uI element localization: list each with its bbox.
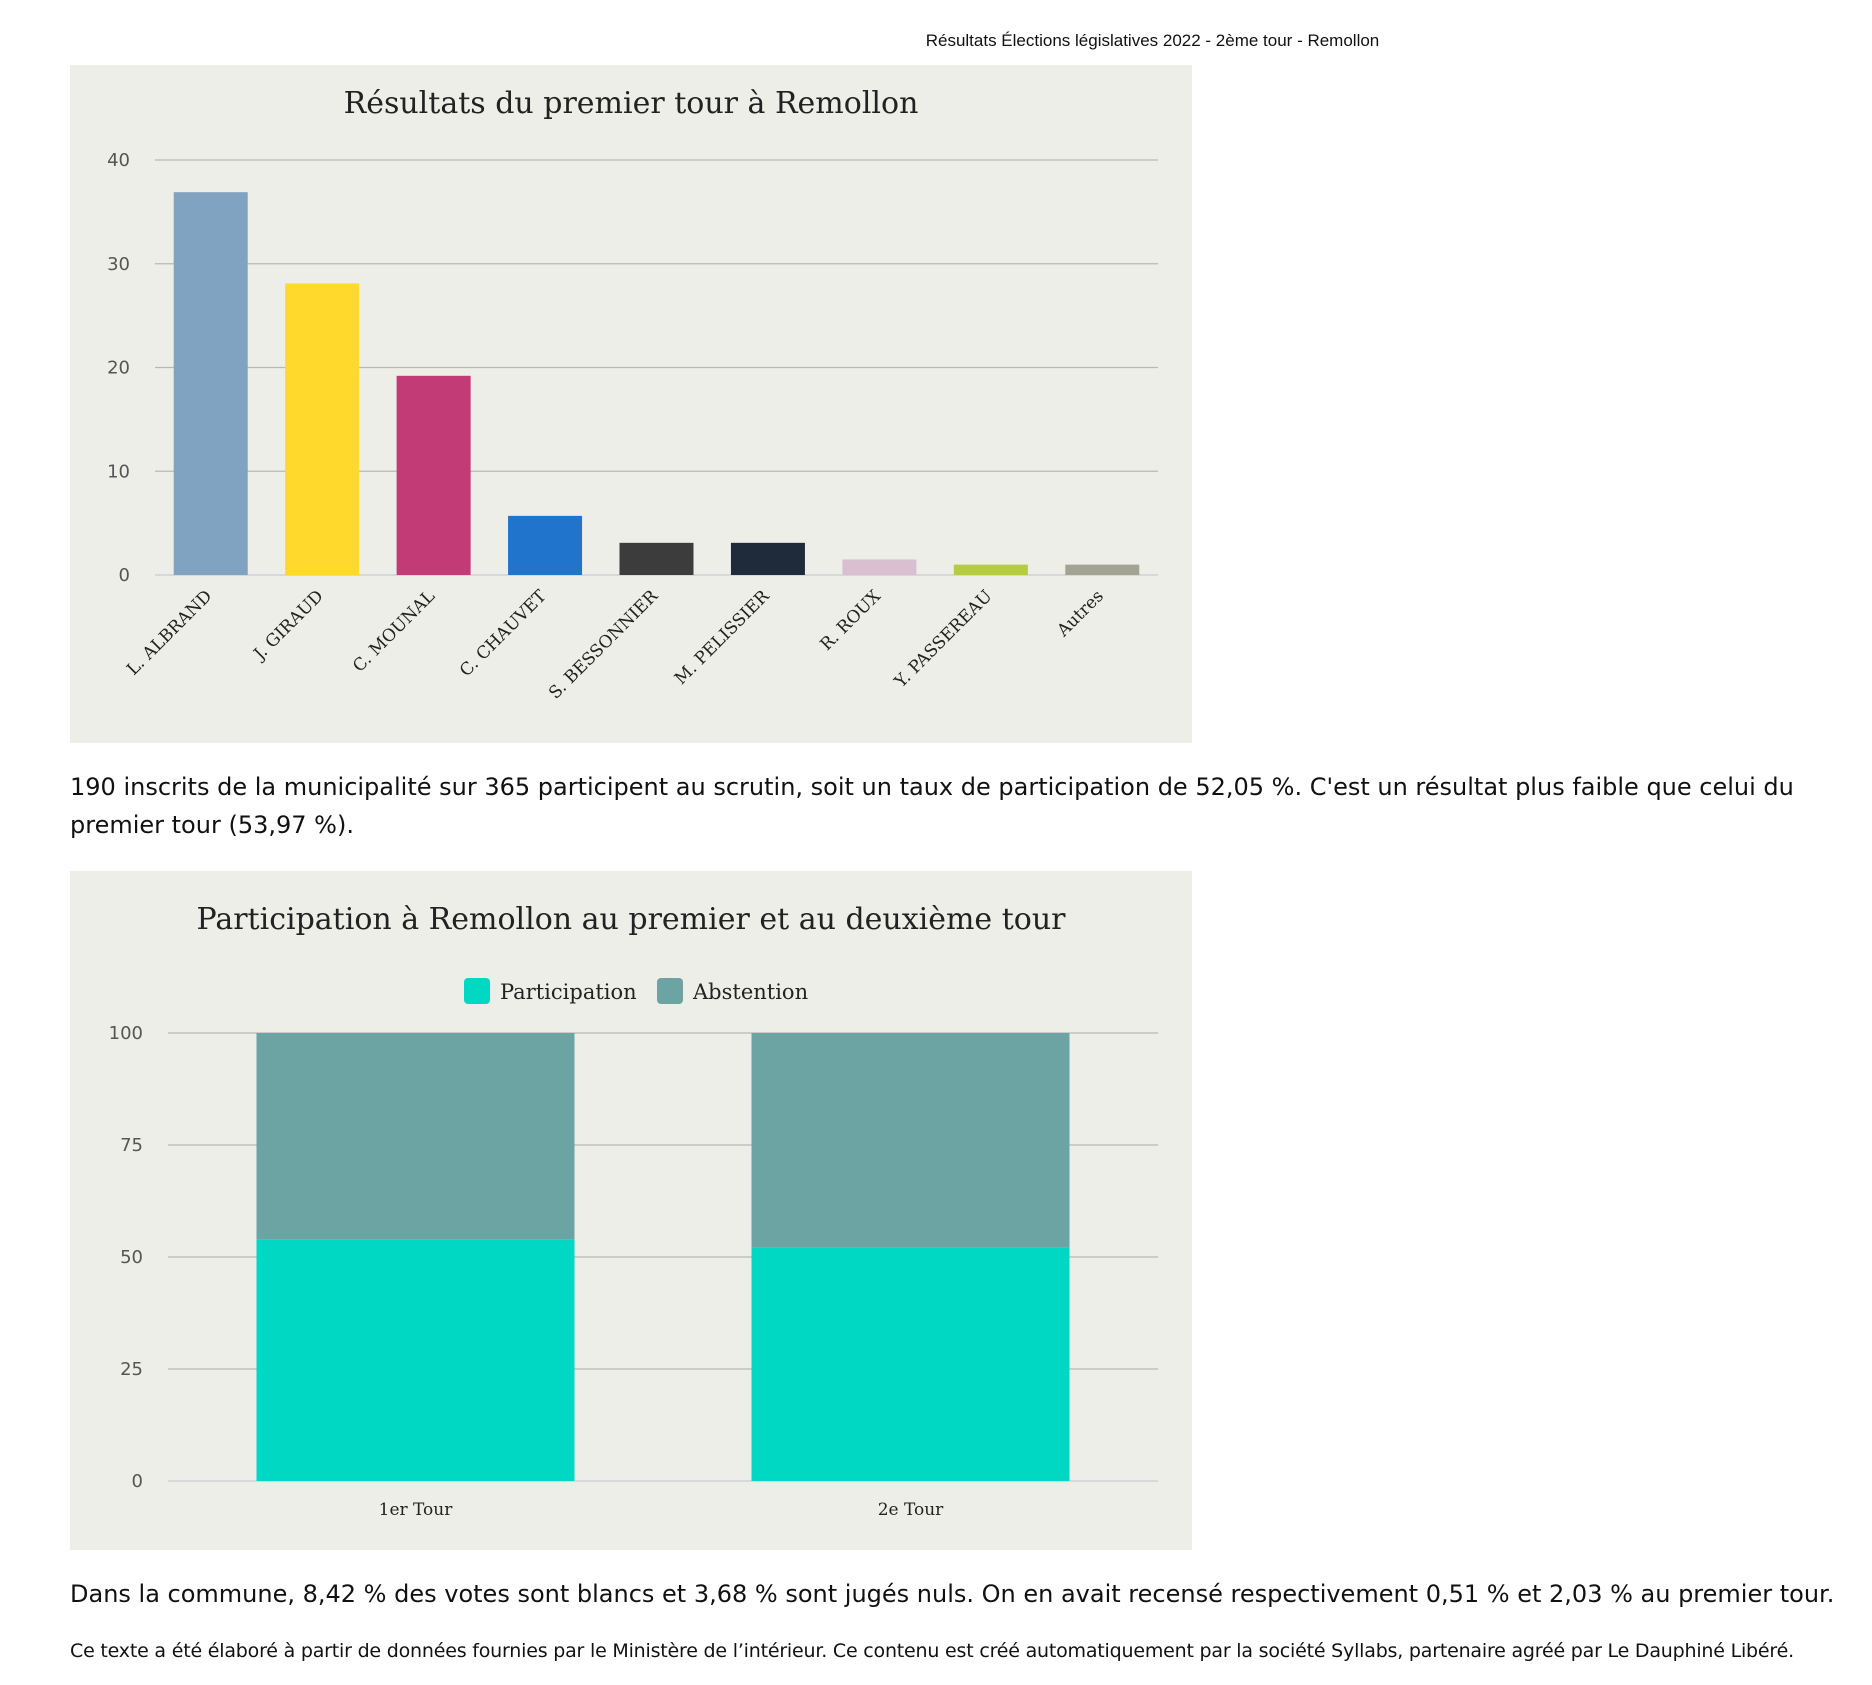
bar-s-bessonnier	[619, 542, 694, 575]
bar-m-pelissier	[730, 542, 805, 575]
participation-chart: Participation à Remollon au premier et a…	[70, 871, 1192, 1550]
y-tick-label: 0	[119, 565, 130, 586]
bar-autres	[1065, 564, 1140, 575]
y-tick-label: 20	[107, 358, 130, 379]
legend-swatch-abstention	[657, 978, 683, 1004]
x-category-label: R. ROUX	[816, 586, 885, 655]
y-tick-label: 25	[120, 1359, 143, 1380]
x-category-label: J. GIRAUD	[249, 586, 328, 665]
y-tick-label: 75	[120, 1135, 143, 1156]
legend-swatch-participation	[464, 978, 490, 1004]
y-tick-label: 10	[107, 461, 130, 482]
y-tick-label: 0	[132, 1471, 143, 1492]
bar-abstention-1	[256, 1033, 575, 1240]
x-category-label: C. MOUNAL	[349, 586, 439, 676]
x-category-label: S. BESSONNIER	[545, 586, 663, 704]
y-tick-label: 100	[109, 1023, 143, 1044]
chart-title: Participation à Remollon au premier et a…	[196, 902, 1066, 937]
y-tick-label: 40	[107, 150, 130, 171]
x-category-label: M. PELISSIER	[671, 586, 774, 689]
chart-title: Résultats du premier tour à Remollon	[344, 86, 919, 121]
x-category-label: 1er Tour	[379, 1500, 454, 1520]
x-category-label: 2e Tour	[878, 1500, 944, 1520]
bar-r-roux	[842, 559, 917, 575]
participation-paragraph: 190 inscrits de la municipalité sur 365 …	[70, 773, 1794, 839]
y-tick-label: 50	[120, 1247, 143, 1268]
first-round-results-svg: Résultats du premier tour à Remollon 0 10 2…	[107, 86, 1158, 704]
bar-j-giraud	[285, 283, 360, 575]
blank-null-votes-paragraph: Dans la commune, 8,42 % des votes sont b…	[70, 1580, 1835, 1608]
x-category-label: C. CHAUVET	[456, 586, 551, 681]
bar-c-mounal	[396, 375, 471, 575]
x-category-label: Autres	[1053, 586, 1108, 641]
participation-svg: Participation à Remollon au premier et a…	[109, 902, 1158, 1520]
x-category-label: Y. PASSEREAU	[890, 586, 996, 692]
page-header-title: Résultats Élections législatives 2022 - …	[925, 31, 1380, 50]
y-tick-label: 30	[107, 254, 130, 275]
x-category-label: L. ALBRAND	[123, 586, 216, 679]
bar-abstention-2	[751, 1033, 1070, 1248]
bar-c-chauvet	[508, 515, 583, 575]
legend-label-abstention: Abstention	[692, 980, 808, 1004]
source-note: Ce texte a été élaboré à partir de donné…	[70, 1640, 1794, 1662]
bar-y-passereau	[953, 564, 1028, 575]
first-round-results-chart: Résultats du premier tour à Remollon 0 10 2…	[70, 65, 1192, 743]
legend-label-participation: Participation	[500, 980, 637, 1004]
bar-participation-1	[256, 1239, 575, 1481]
bar-l-albrand	[173, 192, 248, 575]
bar-participation-2	[751, 1247, 1070, 1481]
